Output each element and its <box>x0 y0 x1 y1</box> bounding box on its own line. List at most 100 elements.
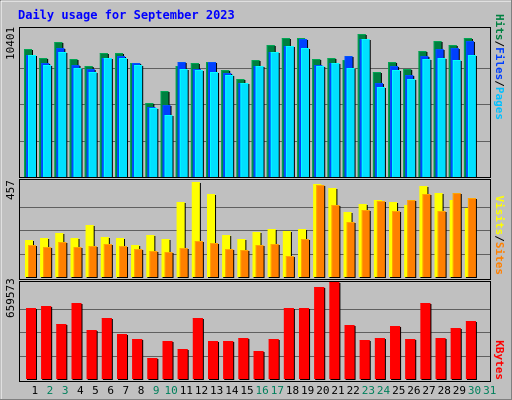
bar-sites-day-15 <box>240 250 250 278</box>
bar-pages-day-8 <box>134 65 144 178</box>
day-label-22: 22 <box>347 384 360 397</box>
bars <box>24 34 477 380</box>
bar-kbytes-day-26 <box>405 339 417 380</box>
bar-sites-day-16 <box>255 245 265 278</box>
bar-kbytes-day-10 <box>162 341 174 380</box>
bar-kbytes-day-12 <box>192 318 204 380</box>
day-label-14: 14 <box>225 384 239 397</box>
bar-pages-day-13 <box>210 72 220 178</box>
bar-sites-day-8 <box>134 249 144 278</box>
bar-pages-day-29 <box>452 60 462 178</box>
bar-kbytes-day-28 <box>435 338 447 380</box>
bar-sites-day-30 <box>467 198 477 278</box>
day-label-18: 18 <box>286 384 299 397</box>
legend-middle: Visits/Sites <box>493 196 506 276</box>
day-label-19: 19 <box>301 384 314 397</box>
bar-sites-day-25 <box>392 211 402 278</box>
bar-kbytes-day-11 <box>177 349 189 380</box>
bar-pages-day-1 <box>28 55 37 178</box>
day-label-28: 28 <box>438 384 451 397</box>
bar-sites-day-7 <box>119 246 129 278</box>
bar-kbytes-day-20 <box>314 287 326 380</box>
bar-sites-day-18 <box>285 256 295 278</box>
legend-top-2: Files <box>493 47 506 80</box>
day-label-25: 25 <box>392 384 405 397</box>
day-label-8: 8 <box>138 384 145 397</box>
bar-sites-day-14 <box>225 249 235 278</box>
bar-sites-day-21 <box>331 205 341 278</box>
bar-kbytes-day-6 <box>101 318 113 380</box>
bar-kbytes-day-14 <box>223 341 235 380</box>
ymax-label-kbytes: 659573 <box>4 278 17 318</box>
bar-pages-day-30 <box>467 55 477 178</box>
bar-pages-day-20 <box>316 66 326 178</box>
day-label-7: 7 <box>123 384 130 397</box>
legend-top-3: / <box>493 80 506 87</box>
bar-kbytes-day-13 <box>208 341 220 380</box>
bar-sites-day-13 <box>210 243 220 278</box>
bar-pages-day-9 <box>149 108 159 178</box>
bar-kbytes-day-8 <box>132 339 144 380</box>
bar-kbytes-day-25 <box>390 326 402 380</box>
day-label-11: 11 <box>180 384 193 397</box>
bar-pages-day-5 <box>88 72 98 178</box>
legend-top-0: Hits <box>493 14 506 41</box>
bar-sites-day-4 <box>73 247 83 278</box>
bar-pages-day-22 <box>346 68 356 178</box>
bar-kbytes-day-21 <box>329 282 341 380</box>
legend-bottom-0: KBytes <box>493 340 506 380</box>
legend-bottom: KBytes <box>493 340 506 380</box>
bar-kbytes-day-22 <box>344 325 356 380</box>
bar-kbytes-day-16 <box>253 351 265 380</box>
bar-pages-day-25 <box>392 70 402 178</box>
bar-pages-day-19 <box>301 48 311 178</box>
bar-sites-day-11 <box>179 248 189 278</box>
bar-pages-day-4 <box>73 68 83 178</box>
day-label-29: 29 <box>453 384 466 397</box>
bar-sites-day-17 <box>270 244 280 278</box>
bar-kbytes-day-7 <box>117 334 129 380</box>
bar-kbytes-day-23 <box>359 340 371 380</box>
bar-kbytes-day-1 <box>26 308 37 380</box>
bar-pages-day-21 <box>331 63 341 178</box>
bar-pages-day-28 <box>437 58 447 178</box>
bar-visits-day-13 <box>207 194 217 278</box>
day-label-9: 9 <box>153 384 160 397</box>
bar-sites-day-27 <box>422 194 432 278</box>
ymax-label-visits: 457 <box>4 180 17 200</box>
day-label-6: 6 <box>107 384 114 397</box>
bar-kbytes-day-30 <box>465 321 477 380</box>
bar-sites-day-29 <box>452 193 462 278</box>
bar-pages-day-14 <box>225 75 235 178</box>
legend-middle-2: Sites <box>493 242 506 275</box>
bar-kbytes-day-27 <box>420 303 432 380</box>
bar-sites-day-1 <box>28 245 37 278</box>
day-label-26: 26 <box>407 384 420 397</box>
ymax-label-hits: 10401 <box>4 27 17 60</box>
bar-kbytes-day-4 <box>71 303 83 380</box>
day-label-30: 30 <box>468 384 481 397</box>
day-label-23: 23 <box>362 384 375 397</box>
day-label-16: 16 <box>256 384 269 397</box>
bar-sites-day-2 <box>43 247 53 278</box>
day-labels: 1 2 3 4 5 6 7 8 9 10 11 12 13 14 15 16 17 18 19 20 21 22 23 24 2… <box>32 384 497 397</box>
day-label-20: 20 <box>316 384 329 397</box>
bar-pages-day-23 <box>361 39 371 178</box>
bar-sites-day-26 <box>407 200 417 278</box>
day-label-17: 17 <box>271 384 284 397</box>
bar-pages-day-24 <box>376 87 386 178</box>
bar-visits-day-12 <box>191 182 201 278</box>
bar-visits-day-18 <box>282 231 292 278</box>
bar-visits-day-11 <box>176 202 186 278</box>
bar-pages-day-15 <box>240 83 250 178</box>
bar-kbytes-day-29 <box>450 328 462 380</box>
bar-sites-day-28 <box>437 211 447 278</box>
bar-kbytes-day-2 <box>41 306 53 380</box>
bar-pages-day-17 <box>270 52 280 178</box>
day-label-4: 4 <box>77 384 84 397</box>
bar-kbytes-day-3 <box>56 324 68 380</box>
bar-pages-day-27 <box>422 59 432 178</box>
bar-kbytes-day-15 <box>238 338 250 380</box>
day-label-27: 27 <box>422 384 435 397</box>
